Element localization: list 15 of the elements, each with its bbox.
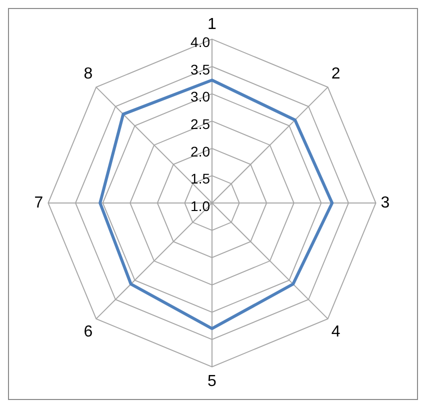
spoke-label: 7 — [34, 194, 44, 212]
y-tick-label: 4.0 — [190, 34, 210, 50]
spoke-label: 8 — [84, 65, 93, 82]
y-tick-label: 1.0 — [190, 198, 210, 214]
y-tick-label: 1.5 — [190, 170, 210, 187]
spoke-label: 2 — [331, 65, 340, 82]
y-tick-label: 2.0 — [190, 143, 210, 160]
spoke-label: 3 — [380, 194, 390, 212]
spoke-label: 5 — [208, 372, 217, 390]
spoke-label: 1 — [208, 16, 217, 34]
y-tick-label: 3.5 — [190, 61, 210, 78]
spoke-label: 4 — [331, 323, 340, 340]
y-tick-label: 2.5 — [190, 116, 210, 132]
spoke-label: 6 — [84, 323, 93, 340]
y-tick-label: 3.0 — [190, 88, 210, 105]
